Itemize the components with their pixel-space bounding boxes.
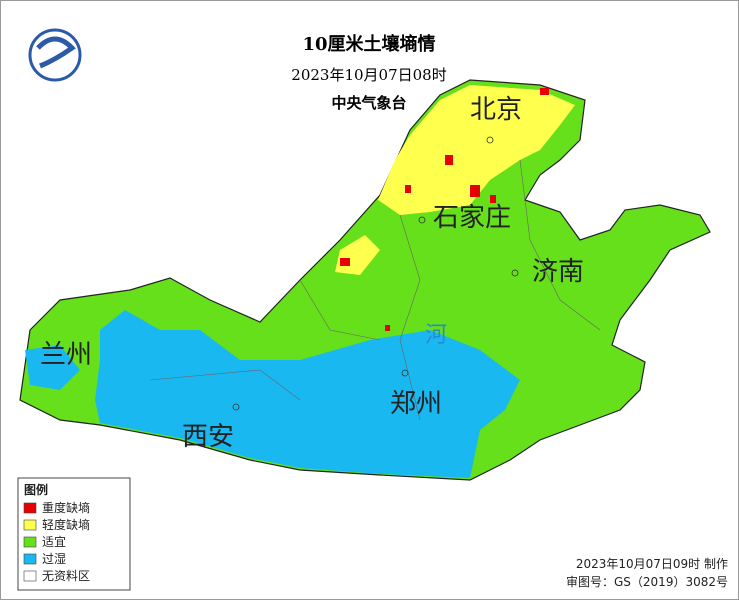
legend-label: 轻度缺墒 (42, 517, 90, 532)
city-label: 兰州 (40, 340, 92, 370)
legend-swatch (23, 553, 37, 565)
legend-swatch (23, 570, 37, 582)
legend-box (17, 477, 131, 591)
city-label: 西安 (182, 422, 234, 452)
logo (28, 28, 82, 82)
title: 10厘米土壤墒情 (302, 33, 435, 55)
datetime: 2023年10月07日08时 (291, 66, 446, 84)
legend-label: 重度缺墒 (42, 500, 90, 515)
city-dots (232, 136, 519, 411)
legend-swatch (23, 519, 37, 531)
approval-number: 审图号：GS（2019）3082号 (566, 574, 728, 589)
map (19, 79, 711, 481)
city-label: 郑州 (390, 389, 442, 419)
legend-swatch (23, 536, 37, 548)
agency: 中央气象台 (331, 94, 406, 112)
legend-title: 图例 (24, 482, 48, 497)
city-label: 北京 (470, 95, 522, 125)
wet-area (95, 310, 520, 478)
city-label: 济南 (532, 257, 584, 287)
dry-area (378, 85, 575, 215)
legend-label: 无资料区 (42, 569, 90, 583)
legend-swatch (23, 502, 37, 514)
river-label: 河 (425, 323, 447, 348)
wet-area (25, 345, 80, 390)
boundaries (149, 159, 601, 421)
severe-dry-spots (340, 88, 549, 331)
city-label: 石家庄 (433, 203, 511, 233)
legend-label: 过湿 (42, 551, 66, 566)
legend-label: 适宜 (42, 534, 66, 549)
made-time: 2023年10月07日09时 制作 (576, 557, 728, 571)
